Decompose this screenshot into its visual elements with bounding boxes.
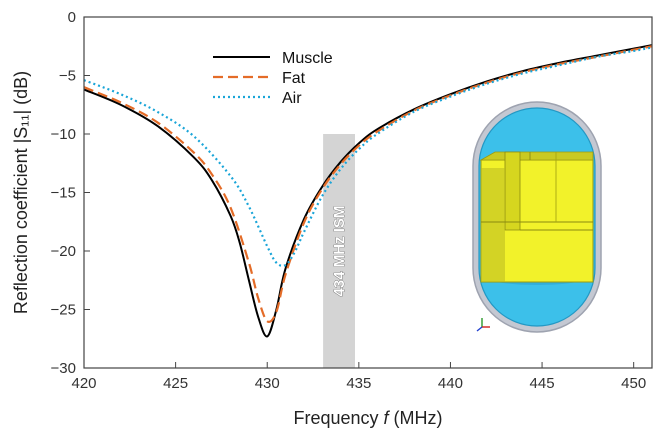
x-tick-label-440: 440 [438,375,463,392]
y-tick-label--20: −20 [51,243,76,260]
y-tick-label--5: −5 [59,68,76,85]
axis-triad-icon [476,318,490,332]
y-tick-label--15: −15 [51,185,76,202]
series-line-air [83,46,653,267]
x-tick-label-420: 420 [71,375,96,392]
legend: Muscle Fat Air [213,50,333,107]
legend-label-air: Air [282,90,302,107]
legend-label-muscle: Muscle [282,50,333,67]
legend-label-fat: Fat [282,70,306,87]
x-tick-label-425: 425 [163,375,188,392]
x-axis-label-variable: f [384,408,391,428]
x-tick-label-435: 435 [346,375,371,392]
x-tick-label-450: 450 [621,375,646,392]
ism-band-label: 434 MHz ISM [331,206,348,297]
y-tick-label-0: 0 [68,9,76,26]
series-lines [83,44,653,338]
x-axis-label-unit: (MHz) [389,408,443,428]
y-tick-label--10: −10 [51,126,76,143]
x-axis-label-text: Frequency [293,408,383,428]
series-line-muscle [83,44,653,338]
capsule-antenna-illustration [472,101,602,333]
ism-band [323,134,355,368]
y-tick-label--25: −25 [51,302,76,319]
axis-ticks: 420 425 430 435 440 445 450 0 −5 −10 −15 −20 −25 −30 [51,9,647,392]
x-tick-label-430: 430 [255,375,280,392]
x-axis-label: Frequency f (MHz) [293,408,442,428]
y-axis-label: Reflection coefficient |S₁₁| (dB) [11,71,31,314]
ism-band-rect [323,134,355,368]
y-tick-label--30: −30 [51,360,76,377]
series-line-fat [83,45,653,323]
x-tick-label-445: 445 [530,375,555,392]
